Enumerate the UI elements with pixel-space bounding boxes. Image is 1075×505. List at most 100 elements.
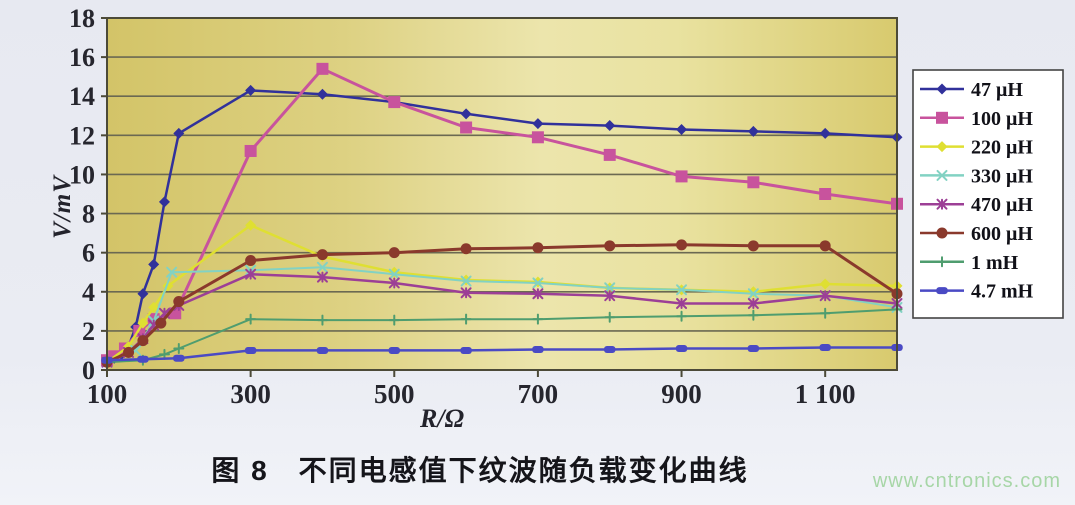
series-0-marker [148, 258, 160, 270]
series-6-marker [747, 309, 759, 321]
figure-caption: 图 8 不同电感值下纹波随负载变化曲线 [211, 455, 749, 486]
series-3-marker [460, 275, 472, 287]
series-7-marker [137, 355, 149, 363]
series-5-marker [173, 296, 185, 308]
y-tick-label: 18 [69, 4, 95, 33]
series-6-marker [245, 313, 257, 325]
series-1-marker [603, 148, 616, 161]
legend-marker-1 [936, 111, 948, 124]
line-chart: 100 300 500 700 900 1 100 0 2 4 6 8 10 12 14 16 18 47 μH… [69, 4, 1064, 409]
x-axis-title: R/Ω [420, 404, 464, 433]
series-6-marker [676, 310, 688, 322]
series-line-4 [106, 272, 898, 364]
legend-label-5: 600 μH [971, 223, 1033, 245]
y-tick-label: 6 [82, 239, 95, 268]
series-3-marker [604, 282, 616, 294]
x-tick-label: 1 100 [795, 379, 856, 409]
series-4-marker [460, 287, 472, 299]
series-6-marker [604, 311, 616, 323]
series-7-marker [675, 344, 688, 352]
series-7-marker [747, 344, 760, 352]
series-1-marker [388, 96, 401, 109]
legend-label-2: 220 μH [971, 137, 1033, 159]
series-6-marker [173, 342, 185, 354]
series-7-marker [316, 346, 329, 354]
legend-label-3: 330 μH [971, 165, 1033, 187]
series-5-marker [388, 247, 400, 259]
legend-marker-3 [936, 169, 948, 181]
series-4-marker [245, 268, 257, 280]
legend-marker-7 [936, 287, 948, 295]
y-tick-label: 2 [82, 317, 95, 346]
series-1-marker [675, 170, 688, 183]
series-5-marker [123, 346, 135, 358]
series-2-marker [245, 219, 257, 231]
series-7-marker [173, 354, 185, 362]
series-5-marker [460, 243, 472, 255]
series-3-marker [676, 284, 688, 296]
series-7-marker [603, 345, 616, 353]
y-tick-label: 8 [82, 200, 95, 229]
series-0-marker [460, 108, 472, 120]
series-6-marker [532, 313, 544, 325]
x-tick-label: 100 [87, 379, 128, 409]
series-0-marker [532, 118, 544, 130]
y-tick-label: 0 [82, 356, 95, 385]
series-2-marker [819, 278, 831, 290]
series-0-marker [604, 120, 616, 132]
series-6-marker [158, 348, 170, 360]
watermark-link[interactable]: www.cntronics.com [872, 470, 1061, 492]
legend-label-1: 100 μH [971, 108, 1033, 130]
legend-marker-4 [936, 198, 948, 210]
x-tick-label: 300 [230, 379, 271, 409]
series-6-marker [460, 313, 472, 325]
series-6-marker [819, 307, 831, 319]
series-0-marker [676, 123, 688, 135]
series-0-marker [316, 88, 328, 100]
series-7-marker [244, 346, 257, 354]
series-3-marker [388, 268, 400, 280]
series-4-marker [819, 290, 831, 302]
series-4-marker [676, 298, 688, 310]
x-tick-label: 700 [518, 379, 559, 409]
series-1-marker [819, 188, 832, 200]
series-1-marker [460, 121, 473, 134]
series-3-marker [747, 288, 759, 300]
y-tick-label: 12 [69, 121, 95, 150]
series-1-marker [316, 62, 329, 75]
series-1-marker [244, 144, 257, 157]
series-5-marker [747, 240, 759, 252]
series-4-marker [316, 271, 328, 283]
series-7-marker [460, 346, 472, 354]
series-0-marker [158, 196, 170, 208]
series-1-marker [747, 176, 760, 189]
series-0-marker [245, 84, 257, 96]
series-3-marker [166, 266, 178, 278]
y-tick-label: 4 [82, 278, 95, 307]
legend-box [912, 69, 1064, 319]
series-4-marker [604, 290, 616, 302]
series-4-marker [532, 288, 544, 300]
legend-label-6: 1 mH [971, 252, 1019, 274]
series-6-marker [316, 314, 328, 326]
series-6-marker [388, 314, 400, 326]
legend-label-7: 4.7 mH [971, 281, 1034, 303]
y-tick-label: 10 [69, 160, 95, 189]
series-4-marker [747, 298, 759, 310]
series-0-marker [747, 125, 759, 137]
series-5-marker [604, 240, 616, 252]
y-axis-title: V/mV [49, 175, 76, 239]
y-tick-label: 16 [69, 43, 95, 72]
plot-border [106, 17, 898, 371]
series-7-marker [532, 345, 544, 353]
series-3-marker [316, 261, 328, 273]
series-0-marker [137, 288, 149, 300]
series-5-marker [245, 254, 257, 266]
series-5-marker [819, 240, 831, 252]
series-0-marker [173, 127, 185, 139]
series-line-3 [106, 266, 898, 364]
series-4-marker [388, 277, 400, 289]
legend-marker-2 [936, 141, 948, 153]
series-7-marker [388, 346, 401, 354]
